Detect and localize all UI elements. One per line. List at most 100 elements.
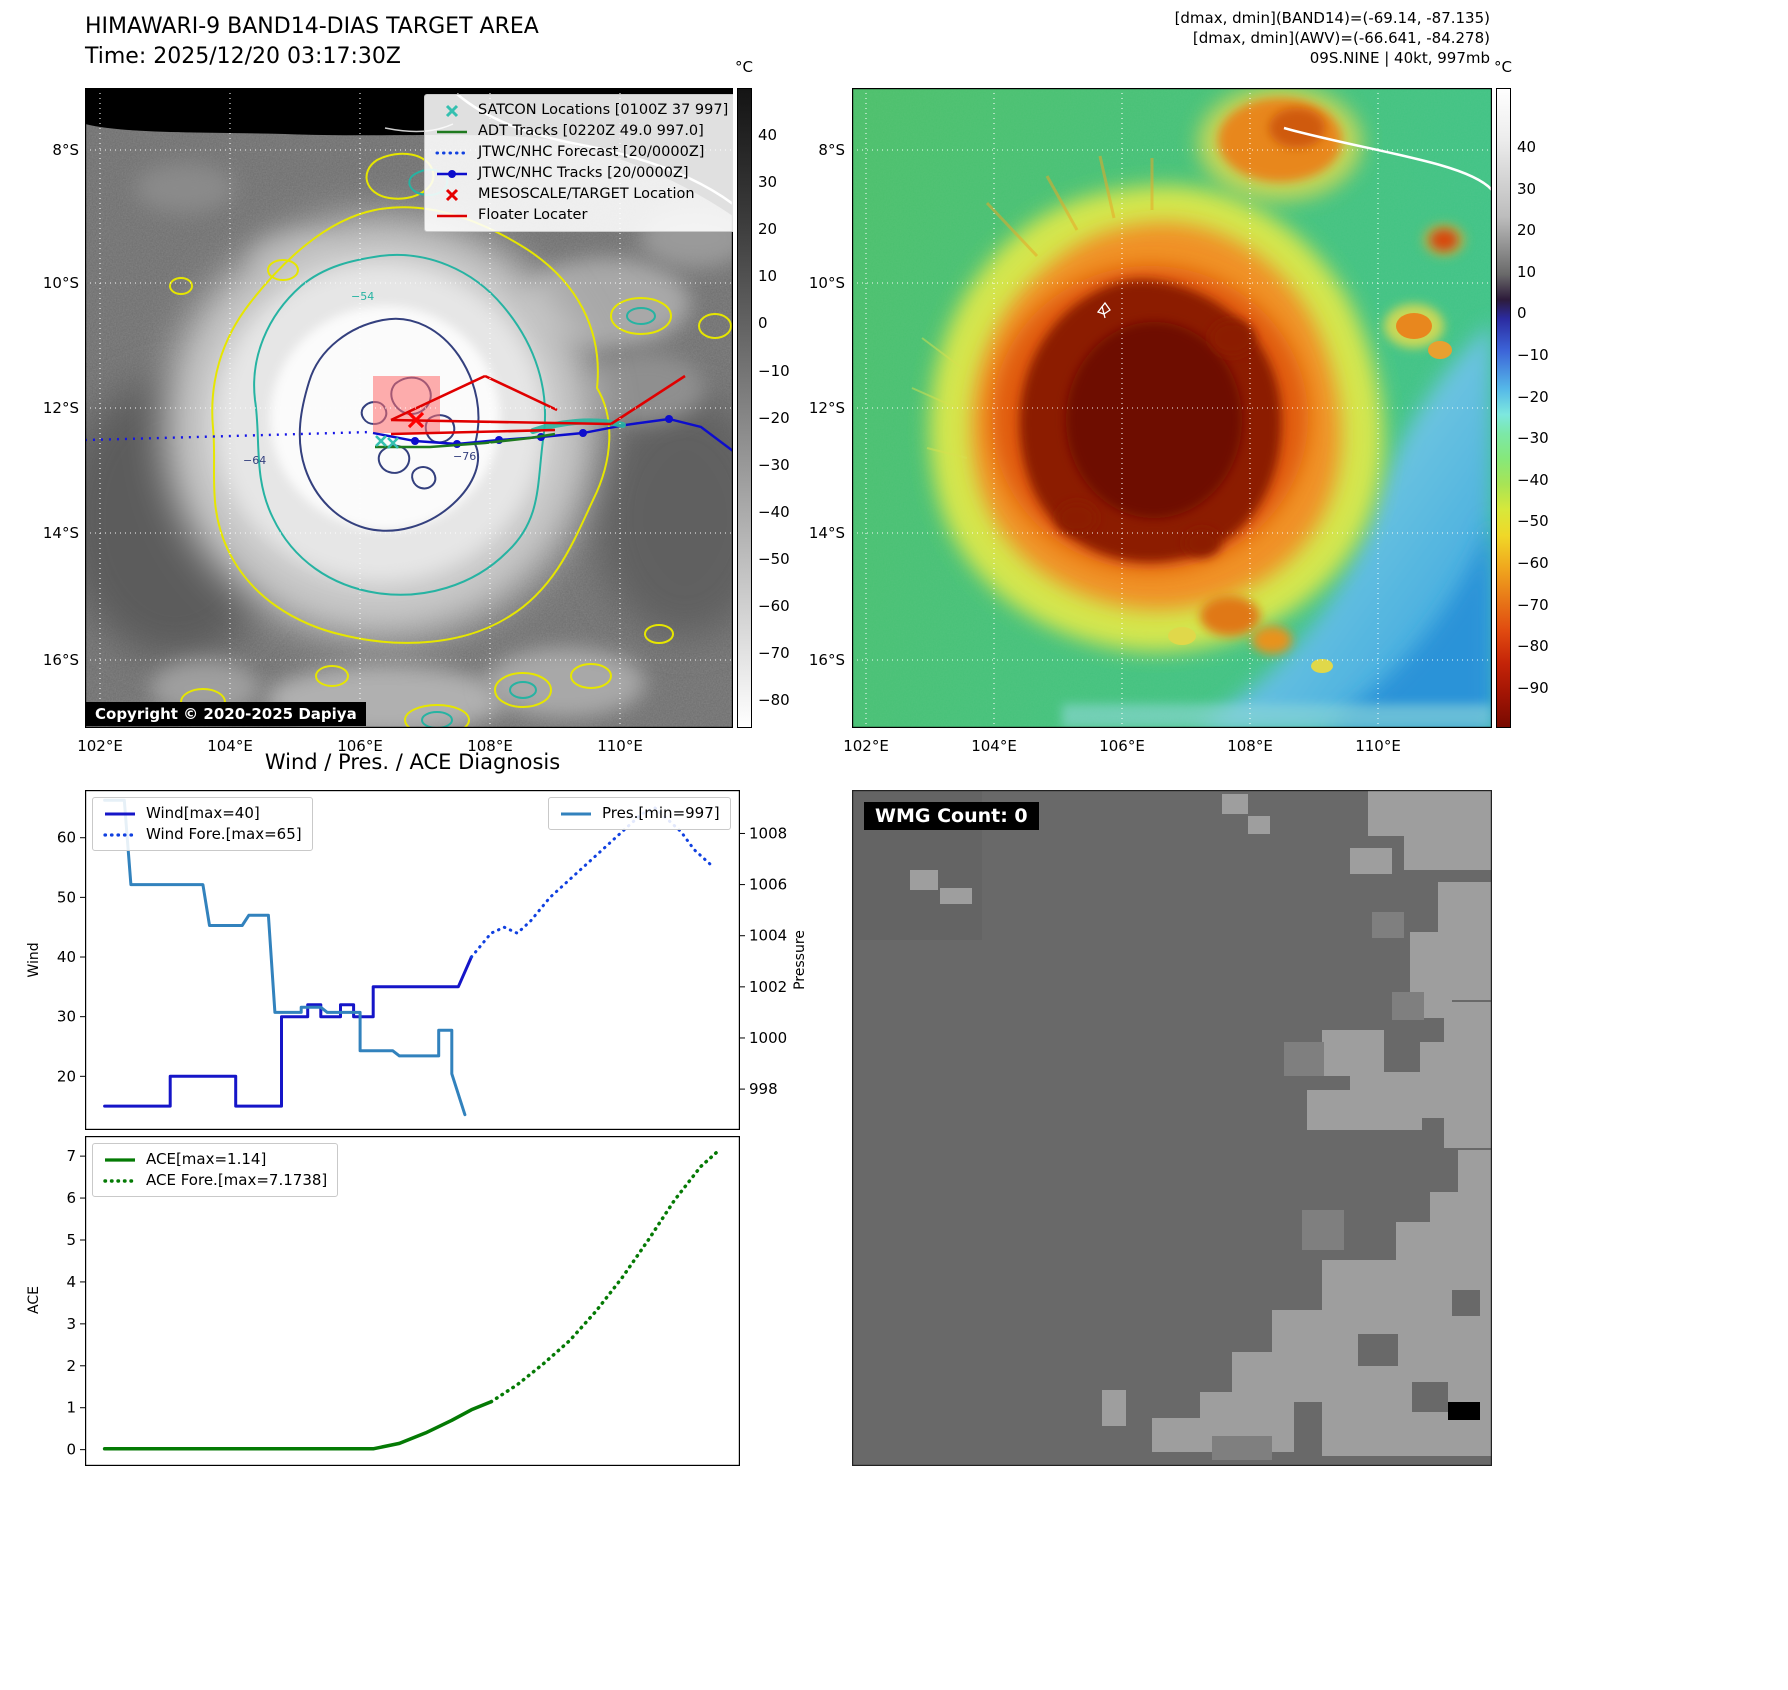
colorbar-tick-label: 20	[758, 220, 778, 239]
colorbar-tick-label: 0	[758, 314, 768, 333]
wmg-black-marker	[1448, 1402, 1480, 1420]
colorbar-tick-label: 10	[758, 267, 778, 286]
colorbar-tick-label: −90	[1517, 678, 1549, 697]
colorbar-tick-label: −60	[1517, 554, 1549, 572]
satcon-x-marker	[375, 435, 387, 447]
colorbar-tick-label: −10	[1517, 346, 1549, 364]
wind-line-icon	[105, 812, 135, 815]
colorbar-tick-label: −40	[1517, 470, 1549, 489]
dmax-dmin-awv: [dmax, dmin](AWV)=(-66.641, -84.278)	[1192, 29, 1490, 47]
small-annotation-glyph	[1096, 301, 1111, 319]
wind-tick-label: 40	[57, 948, 76, 966]
band14-colorbar	[737, 88, 752, 728]
band14-subtitle: Time: 2025/12/20 03:17:30Z	[85, 44, 401, 69]
legend-label-tracks: JTWC/NHC Tracks [20/0000Z]	[478, 165, 689, 181]
colorbar-tick-label: −40	[758, 502, 790, 521]
colorbar-tick-label: −70	[758, 644, 790, 663]
legend-label-mesoscale: MESOSCALE/TARGET Location	[478, 186, 695, 202]
wmg-map-image	[852, 790, 1492, 1466]
adt-line-icon	[437, 130, 467, 133]
longitude-tick-label: 108°E	[467, 737, 513, 755]
floater-locater-lines	[390, 374, 686, 436]
latitude-tick-label: 10°S	[808, 274, 845, 292]
colorbar-tick-label: 10	[1517, 262, 1537, 281]
ace-tick-label: 5	[66, 1231, 76, 1249]
ace-axis-label: ACE	[26, 1286, 42, 1314]
pressure-tick-label: 1008	[749, 824, 787, 842]
wind-tick-label: 30	[57, 1008, 76, 1026]
latlon-grid	[852, 88, 1492, 728]
adt-track	[375, 432, 556, 449]
pressure-tick-label: 1000	[749, 1029, 787, 1047]
mesoscale-x-icon	[445, 188, 459, 201]
wind-forecast-legend-label: Wind Fore.[max=65]	[146, 825, 302, 843]
pressure-legend-label: Pres.[min=997]	[602, 804, 720, 822]
ace-forecast-legend-label: ACE Fore.[max=7.1738]	[146, 1171, 328, 1189]
panel-frame	[852, 790, 1492, 1466]
colorbar-tick-label: 0	[1517, 304, 1527, 323]
legend-label-forecast: JTWC/NHC Forecast [20/0000Z]	[478, 144, 705, 160]
mesoscale-target-x-marker	[407, 411, 425, 429]
mesoscale-target-area-box	[373, 376, 440, 433]
wmg-panel: WMG Count: 0	[852, 790, 1492, 1466]
awv-satellite-image	[852, 88, 1492, 728]
peripheral-convection	[911, 88, 1466, 673]
colorbar-tick-label: −30	[1517, 429, 1549, 448]
contour-label: −64	[243, 454, 266, 467]
longitude-tick-label: 104°E	[971, 737, 1017, 755]
wmg-count-badge: WMG Count: 0	[864, 802, 1039, 830]
latitude-tick-label: 16°S	[42, 651, 79, 669]
latitude-tick-label: 14°S	[42, 524, 79, 542]
band14-title: HIMAWARI-9 BAND14-DIAS TARGET AREA	[85, 14, 539, 39]
wind-tick-label: 20	[57, 1067, 76, 1085]
jtwc-best-track	[372, 417, 733, 452]
colorbar-tick-label: 20	[1517, 221, 1537, 240]
legend-label-adt: ADT Tracks [0220Z 49.0 997.0]	[478, 123, 704, 139]
wind-tick-label: 60	[57, 829, 76, 847]
series-ace-max-1-14	[102, 1400, 493, 1451]
copyright-notice: Copyright © 2020-2025 Dapiya	[86, 702, 366, 726]
ace-legend-label: ACE[max=1.14]	[146, 1150, 267, 1168]
outflow-streaks	[985, 155, 1154, 258]
wind-forecast-dotted-icon	[103, 832, 137, 837]
ace-tick-label: 7	[66, 1147, 76, 1165]
colorbar-tick-label: −80	[758, 691, 790, 710]
latitude-tick-label: 14°S	[808, 524, 845, 542]
colorbar-tick-label: −80	[1517, 637, 1549, 656]
awv-satellite-map	[852, 88, 1492, 728]
longitude-tick-label: 110°E	[597, 737, 643, 755]
latitude-tick-label: 8°S	[52, 141, 79, 159]
wind-legend: Wind[max=40] Wind Fore.[max=65]	[92, 797, 313, 851]
floater-line-icon	[437, 214, 467, 217]
colorbar-tick-label: −50	[758, 549, 790, 568]
series-pres-min-997	[103, 798, 467, 1117]
pressure-axis-label: Pressure	[792, 930, 808, 990]
forecast-dotted-line-icon	[435, 151, 469, 154]
satcon-x-icon	[445, 104, 459, 117]
pressure-tick-label: 998	[749, 1080, 778, 1098]
colorbar-tick-label: 40	[1517, 138, 1537, 156]
longitude-tick-label: 102°E	[77, 737, 123, 755]
awv-colorbar	[1496, 88, 1511, 728]
map-frame	[85, 88, 733, 728]
wmg-mid-patches	[1212, 912, 1424, 1460]
wind-legend-label: Wind[max=40]	[146, 804, 260, 822]
wmg-dark-holes	[1358, 1290, 1480, 1412]
colorbar-tick-label: −60	[758, 597, 790, 615]
legend-label-floater: Floater Locater	[478, 207, 588, 223]
longitude-tick-label: 108°E	[1227, 737, 1273, 755]
dmax-dmin-band14: [dmax, dmin](BAND14)=(-69.14, -87.135)	[1174, 9, 1490, 27]
wind-tick-label: 50	[57, 888, 76, 906]
wind-pressure-chart: 20 30 40 50 60 998 1000 1002 1004 1006 1008	[57, 790, 787, 1130]
ace-chart: 0 1 2 3 4 5 6 7	[66, 1136, 740, 1466]
ace-tick-label: 1	[66, 1399, 76, 1417]
colorbar-tick-label: 30	[758, 173, 778, 192]
pressure-tick-label: 1006	[749, 876, 787, 894]
pressure-tick-label: 1004	[749, 927, 787, 945]
diagnosis-title: Wind / Pres. / ACE Diagnosis	[264, 750, 561, 774]
colorbar-tick-label: −10	[758, 361, 790, 380]
ace-forecast-dotted-icon	[103, 1178, 137, 1183]
pressure-tick-label: 1002	[749, 978, 787, 996]
colorbar-tick-label: 40	[758, 126, 778, 144]
